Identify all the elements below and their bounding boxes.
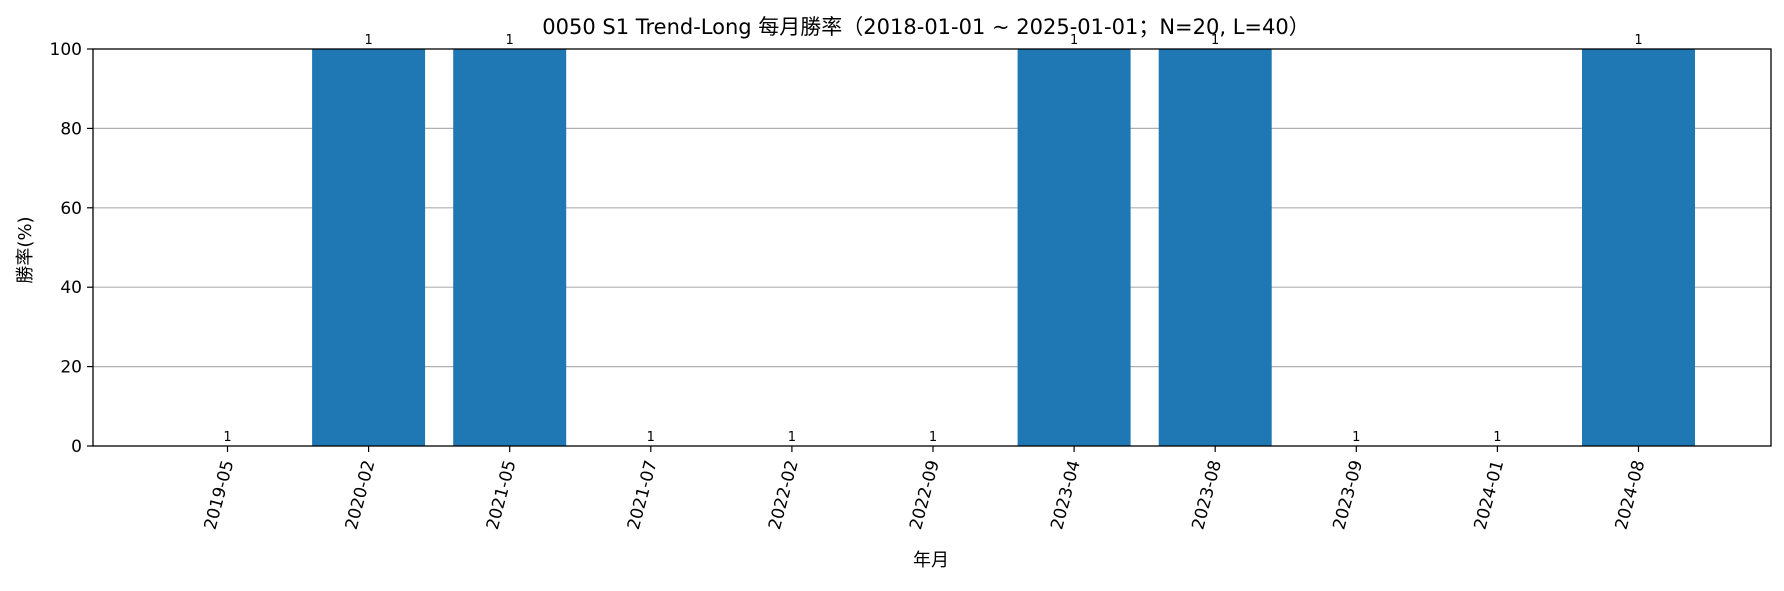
y-tick-label: 60: [60, 199, 82, 219]
bar-value-label: 1: [647, 430, 655, 445]
y-axis-label: 勝率(%): [15, 216, 36, 283]
bar-value-label: 1: [1070, 33, 1078, 48]
y-tick-label: 100: [50, 40, 82, 60]
x-tick-label: 2020-02: [342, 458, 380, 532]
x-tick-label: 2023-08: [1188, 458, 1226, 532]
bar-2021-05: [453, 49, 567, 446]
bar-value-label: 1: [1352, 430, 1360, 445]
x-tick-label: 2024-01: [1471, 458, 1509, 532]
bar-value-label: 1: [1493, 430, 1501, 445]
bar-value-label: 1: [1211, 33, 1219, 48]
y-tick-label: 0: [71, 437, 82, 457]
x-tick-label: 2021-05: [483, 458, 521, 532]
x-tick-label: 2023-09: [1329, 458, 1367, 532]
bar-value-label: 1: [364, 33, 372, 48]
plot-frame: [92, 48, 1772, 447]
y-tick-label: 40: [60, 278, 82, 298]
bars: [312, 49, 1695, 446]
bar-2023-04: [1017, 49, 1131, 446]
bar-2020-02: [312, 49, 426, 446]
x-axis-label: 年月: [913, 550, 949, 571]
bar-value-label: 1: [506, 33, 514, 48]
bar-value-label: 1: [1634, 33, 1642, 48]
axis-ticks: 0 20 40 60 80 100 2019-05 2020-02 2021-05 2021-07…: [50, 40, 1650, 532]
bar-2023-08: [1158, 49, 1272, 446]
chart-title: 0050 S1 Trend-Long 每月勝率（2018-01-01 ~ 202…: [542, 15, 1309, 39]
x-tick-label: 2024-08: [1612, 458, 1650, 532]
x-tick-label: 2022-09: [906, 458, 944, 532]
y-tick-label: 20: [60, 358, 82, 378]
bar-value-label: 1: [223, 430, 231, 445]
x-tick-label: 2023-04: [1047, 458, 1085, 532]
x-tick-label: 2021-07: [624, 458, 662, 532]
bar-value-label: 1: [788, 430, 796, 445]
x-tick-label: 2022-02: [765, 458, 803, 532]
bar-2024-08: [1582, 49, 1695, 446]
bar-value-label: 1: [929, 430, 937, 445]
y-tick-label: 80: [60, 119, 82, 139]
bar-value-labels: 1 1 1 1 1 1 1 1 1 1 1: [223, 33, 1642, 445]
x-tick-label: 2019-05: [201, 458, 239, 532]
